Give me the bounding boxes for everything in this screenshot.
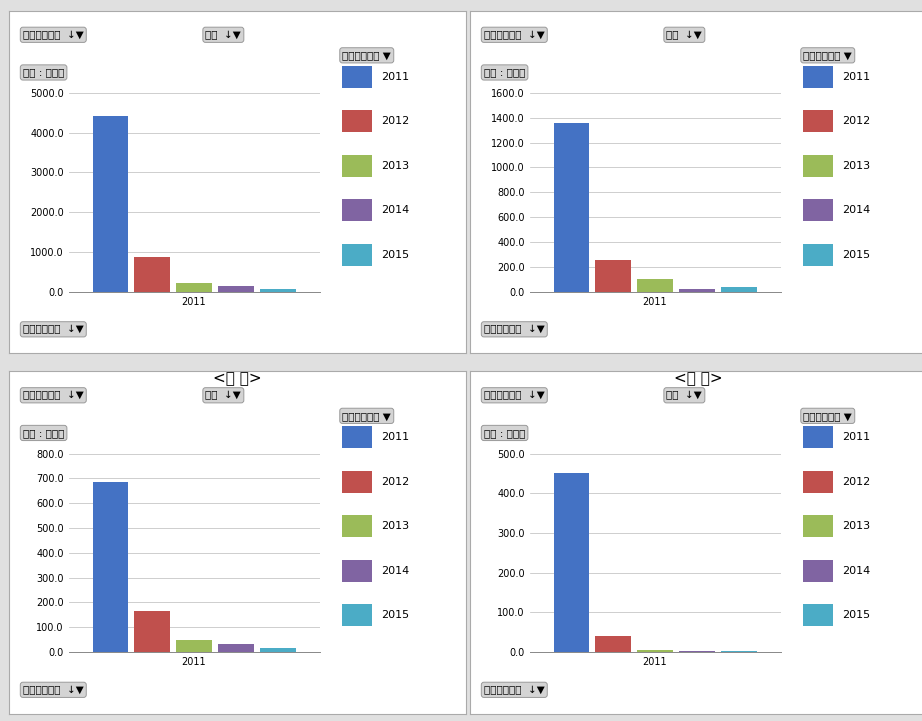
Bar [342, 199, 372, 221]
Text: 2013: 2013 [842, 161, 870, 171]
Bar [803, 426, 833, 448]
Bar [803, 66, 833, 88]
Text: 연구개발단계  ↓▼: 연구개발단계 ↓▼ [23, 390, 84, 400]
Text: 2015: 2015 [842, 249, 870, 260]
Text: 합계 : 기여율: 합계 : 기여율 [484, 428, 526, 438]
Bar [803, 154, 833, 177]
Bar [596, 260, 631, 291]
Bar [135, 611, 170, 652]
Text: 연구개발단계  ↓▼: 연구개발단계 ↓▼ [484, 30, 545, 40]
Bar [260, 289, 296, 291]
Bar [342, 110, 372, 133]
Text: <응 용>: <응 용> [674, 371, 723, 386]
Bar [176, 640, 212, 652]
Bar [680, 288, 715, 291]
Bar [803, 515, 833, 537]
Text: 2013: 2013 [842, 521, 870, 531]
Text: 2014: 2014 [842, 205, 870, 215]
Text: 과제수행년도  ↓▼: 과제수행년도 ↓▼ [23, 685, 84, 695]
Text: 공유  ↓▼: 공유 ↓▼ [206, 390, 242, 400]
Bar [342, 154, 372, 177]
Text: 2011: 2011 [842, 432, 870, 442]
Bar [219, 644, 254, 652]
Text: 공유  ↓▼: 공유 ↓▼ [667, 390, 703, 400]
Text: 성과제출년도 ▼: 성과제출년도 ▼ [803, 50, 852, 61]
Text: 합계 : 기여율: 합계 : 기여율 [484, 68, 526, 77]
Text: 2013: 2013 [381, 521, 409, 531]
Bar [721, 287, 757, 291]
Text: 2013: 2013 [381, 161, 409, 171]
Bar [176, 283, 212, 291]
Bar [553, 474, 589, 652]
Bar [342, 471, 372, 493]
Text: 2012: 2012 [842, 116, 870, 126]
Text: 성과제출년도 ▼: 성과제출년도 ▼ [803, 411, 852, 421]
Bar [219, 286, 254, 291]
Text: 과제수행년도  ↓▼: 과제수행년도 ↓▼ [484, 324, 545, 335]
Bar [92, 482, 128, 652]
Bar [342, 244, 372, 266]
Bar [342, 559, 372, 582]
Bar [92, 115, 128, 291]
Text: 2011: 2011 [381, 432, 409, 442]
Text: 2014: 2014 [381, 205, 409, 215]
Text: 성과제출년도 ▼: 성과제출년도 ▼ [342, 411, 391, 421]
Bar [803, 471, 833, 493]
Text: 2014: 2014 [842, 566, 870, 575]
Text: 2015: 2015 [381, 249, 409, 260]
Bar [342, 604, 372, 627]
Bar [680, 651, 715, 652]
Text: 2011: 2011 [842, 71, 870, 81]
Text: 공유  ↓▼: 공유 ↓▼ [206, 30, 242, 40]
Text: 2012: 2012 [381, 477, 409, 487]
Bar [803, 110, 833, 133]
Text: <기 초>: <기 초> [213, 371, 262, 386]
Text: 과제수행년도  ↓▼: 과제수행년도 ↓▼ [484, 685, 545, 695]
Text: 합계 : 기여율: 합계 : 기여율 [23, 68, 65, 77]
Bar [803, 559, 833, 582]
Text: 2012: 2012 [842, 477, 870, 487]
Text: 연구개발단계  ↓▼: 연구개발단계 ↓▼ [484, 390, 545, 400]
Text: 합계 : 기여율: 합계 : 기여율 [23, 428, 65, 438]
Text: 성과제출년도 ▼: 성과제출년도 ▼ [342, 50, 391, 61]
Text: 연구개발단계  ↓▼: 연구개발단계 ↓▼ [23, 30, 84, 40]
Bar [553, 123, 589, 291]
Text: 과제수행년도  ↓▼: 과제수행년도 ↓▼ [23, 324, 84, 335]
Bar [721, 651, 757, 652]
Bar [637, 650, 673, 652]
Text: 2015: 2015 [842, 610, 870, 620]
Bar [637, 279, 673, 291]
Text: 2012: 2012 [381, 116, 409, 126]
Text: 2011: 2011 [381, 71, 409, 81]
Text: 2015: 2015 [381, 610, 409, 620]
Bar [803, 604, 833, 627]
Text: 공유  ↓▼: 공유 ↓▼ [667, 30, 703, 40]
Bar [342, 66, 372, 88]
Bar [596, 636, 631, 652]
Bar [135, 257, 170, 291]
Bar [342, 426, 372, 448]
Text: 2014: 2014 [381, 566, 409, 575]
Bar [342, 515, 372, 537]
Bar [260, 647, 296, 652]
Bar [803, 244, 833, 266]
Bar [803, 199, 833, 221]
